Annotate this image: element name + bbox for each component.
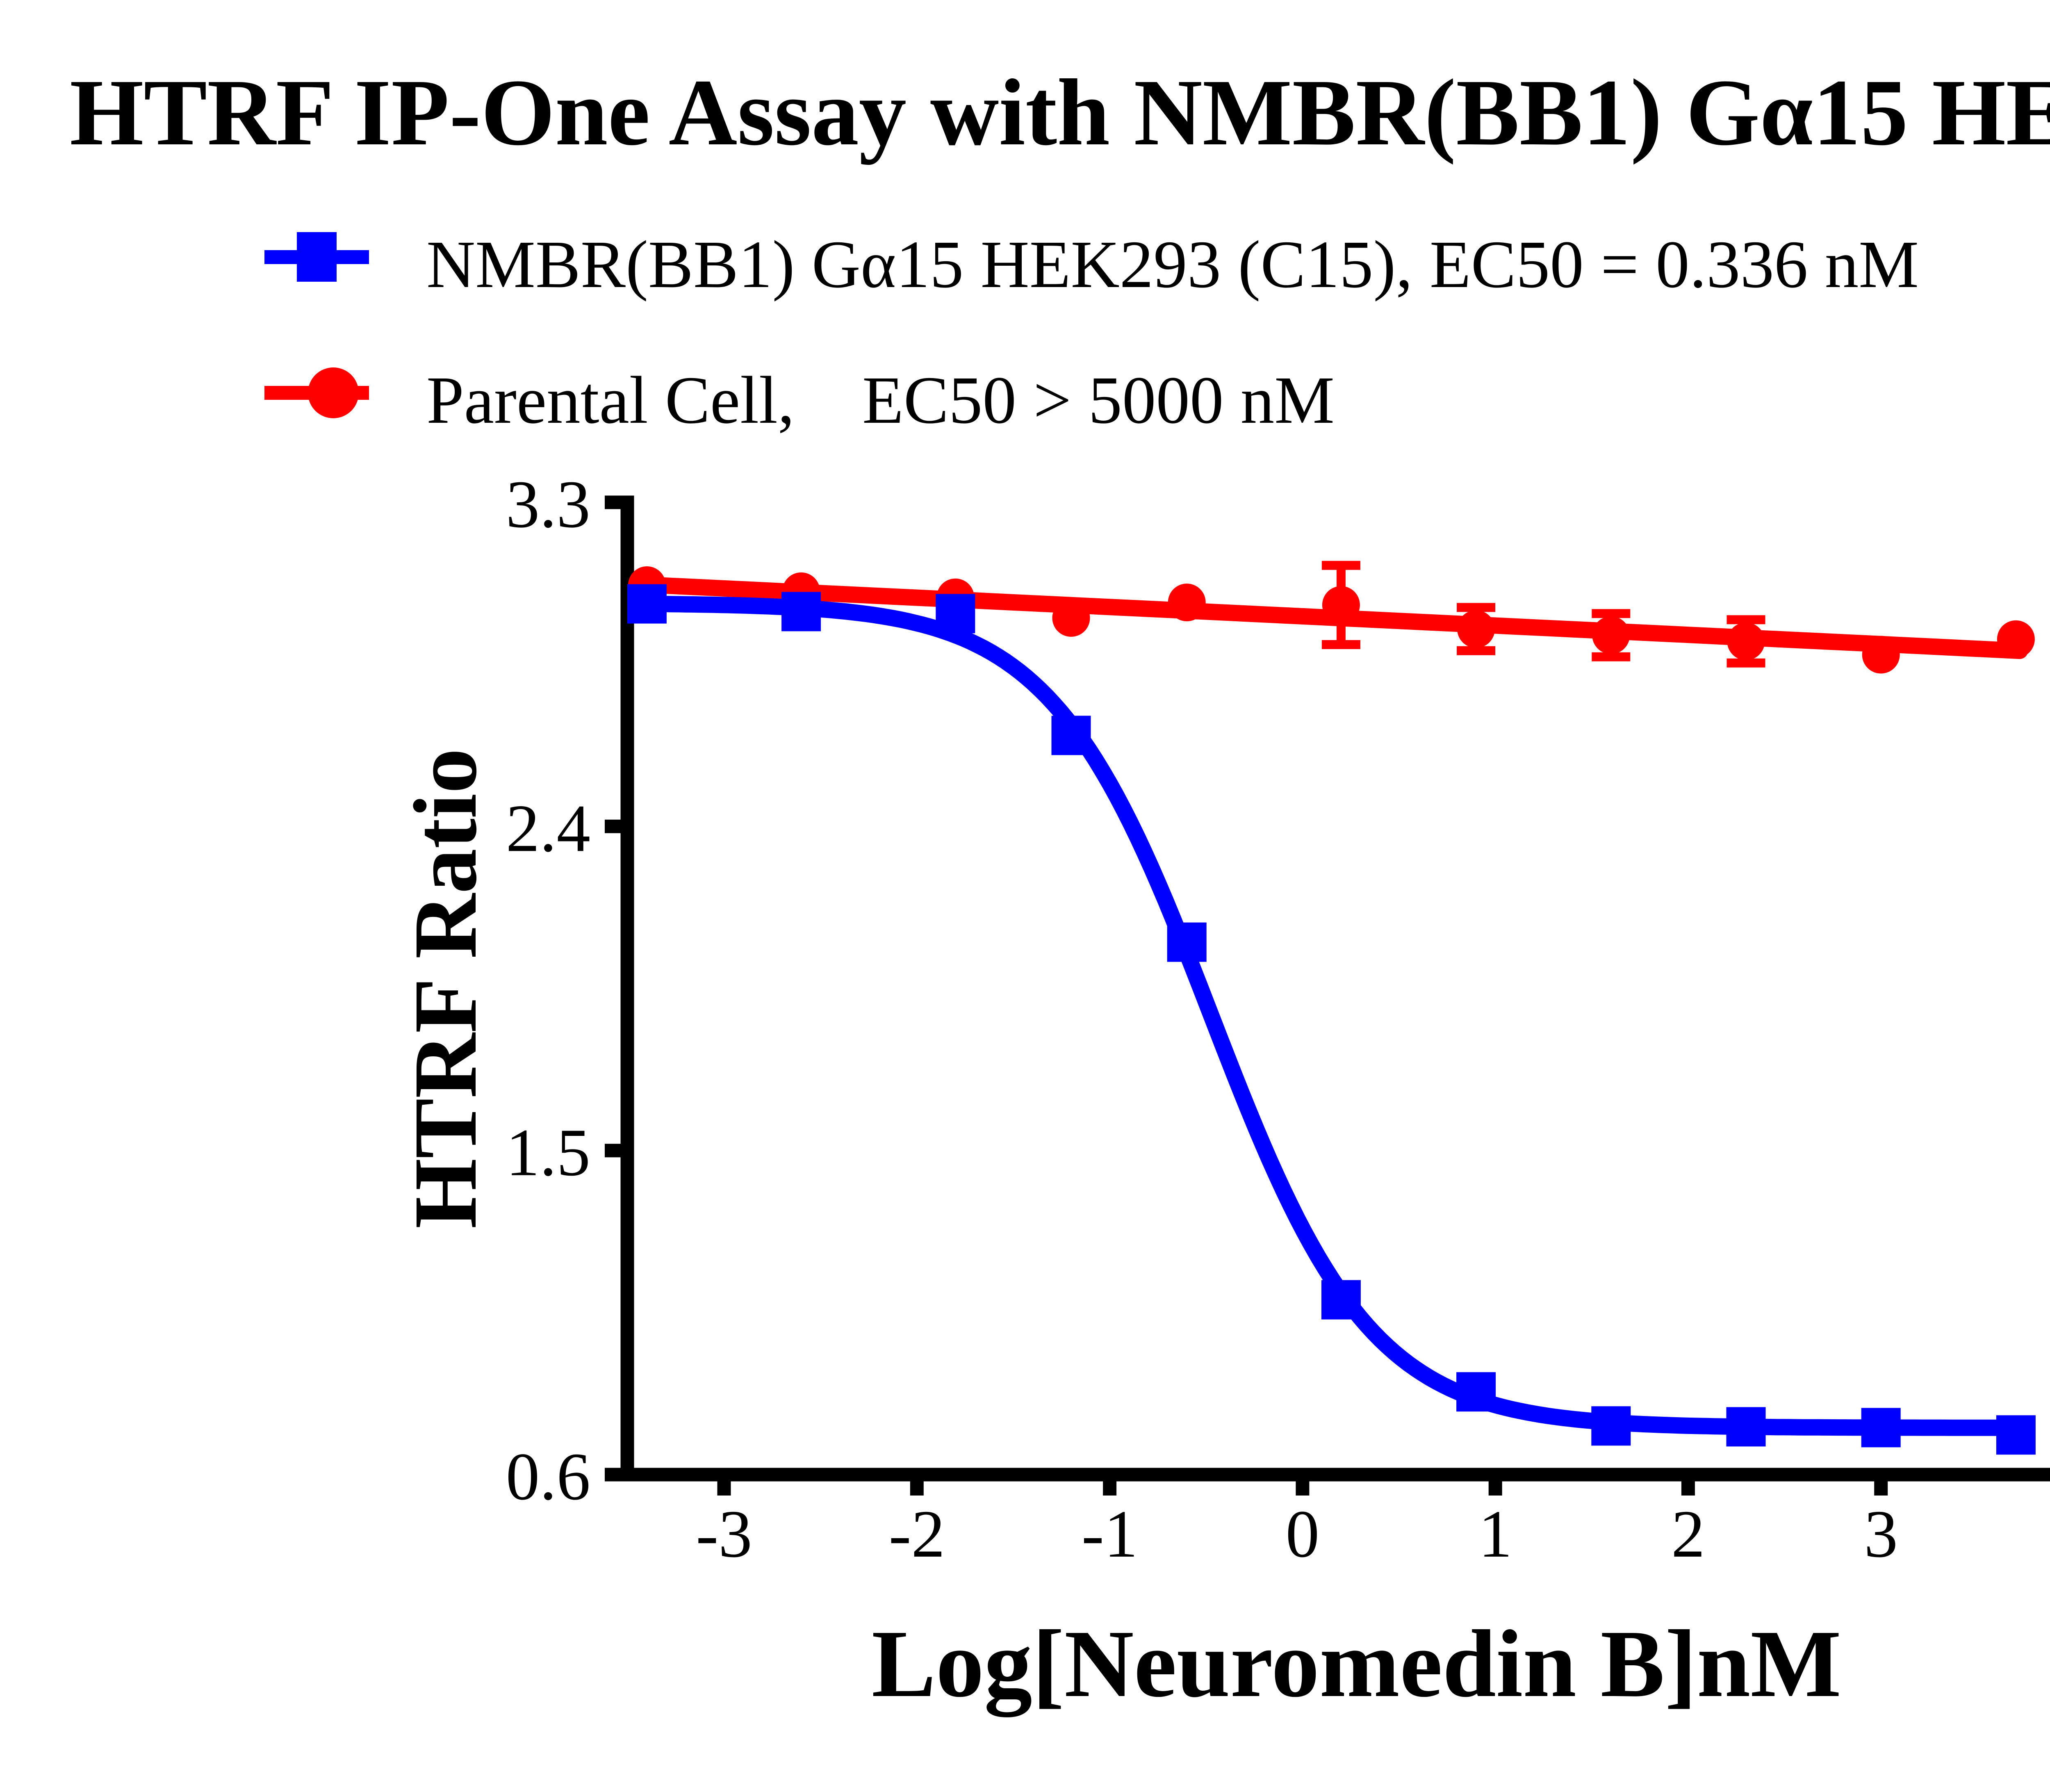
svg-text:NMBR(BB1) Gα15 HEK293 (C15),: NMBR(BB1) Gα15 HEK293 (C15), EC50 = 0.33… — [426, 227, 1919, 302]
svg-text:-1: -1 — [1082, 1496, 1138, 1571]
svg-text:HTRF Ratio: HTRF Ratio — [395, 748, 495, 1229]
svg-text:-3: -3 — [696, 1496, 752, 1571]
svg-text:Parental Cell, EC50 > 5000 nM: Parental Cell, EC50 > 5000 nM — [426, 363, 1335, 438]
svg-text:HTRF IP-One Assay with NMBR(BB: HTRF IP-One Assay with NMBR(BB1) Gα15 HE… — [70, 60, 2050, 165]
svg-text:0.6: 0.6 — [506, 1439, 590, 1514]
svg-text:1: 1 — [1478, 1496, 1512, 1571]
svg-text:2.4: 2.4 — [506, 791, 590, 866]
svg-text:2: 2 — [1671, 1496, 1705, 1571]
svg-text:3.3: 3.3 — [506, 467, 590, 542]
svg-text:Log[Neuromedin B]nM: Log[Neuromedin B]nM — [872, 1610, 1841, 1717]
svg-text:1.5: 1.5 — [506, 1115, 590, 1190]
svg-text:0: 0 — [1286, 1496, 1320, 1571]
svg-text:3: 3 — [1864, 1496, 1898, 1571]
svg-text:-2: -2 — [889, 1496, 945, 1571]
